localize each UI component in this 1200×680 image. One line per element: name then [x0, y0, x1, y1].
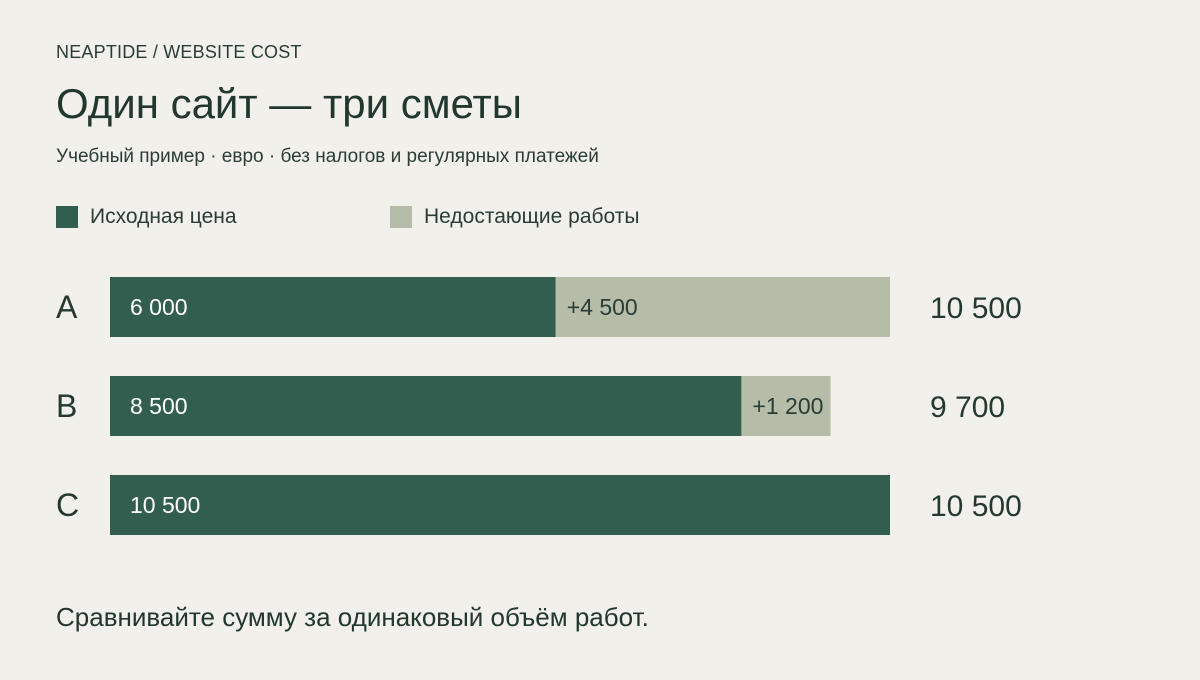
- legend-swatch-base: [56, 206, 78, 228]
- legend-item-extra: Недостающие работы: [390, 205, 639, 229]
- page-title: Один сайт — три сметы: [56, 80, 522, 127]
- bar-base-b: [110, 376, 742, 436]
- brand-label: NEAPTIDE / WEBSITE COST: [56, 42, 302, 62]
- footer-note: Сравнивайте сумму за одинаковый объём ра…: [56, 602, 649, 632]
- bar-base-a: [110, 277, 556, 337]
- chart-subtitle: Учебный пример · евро · без налогов и ре…: [56, 146, 599, 167]
- bar-label-base-c: 10 500: [130, 492, 200, 518]
- bar-label-base-b: 8 500: [130, 393, 188, 419]
- category-label-b: B: [56, 388, 77, 424]
- bar-extra-b: [741, 376, 831, 436]
- legend-label-extra: Недостающие работы: [424, 205, 640, 228]
- legend-swatch-extra: [390, 206, 412, 228]
- legend-item-base: Исходная цена: [56, 205, 237, 229]
- bar-base-c: [110, 475, 890, 535]
- total-label-a: 10 500: [930, 292, 1022, 325]
- category-label-c: C: [56, 487, 79, 523]
- total-label-c: 10 500: [930, 490, 1022, 523]
- bar-label-extra-a: +4 500: [567, 294, 638, 320]
- bar-extra-a: [555, 277, 890, 337]
- bar-label-extra-b: +1 200: [752, 393, 823, 419]
- bar-label-base-a: 6 000: [130, 294, 188, 320]
- category-label-a: A: [56, 289, 78, 325]
- legend-label-base: Исходная цена: [90, 205, 237, 228]
- total-label-b: 9 700: [930, 391, 1005, 424]
